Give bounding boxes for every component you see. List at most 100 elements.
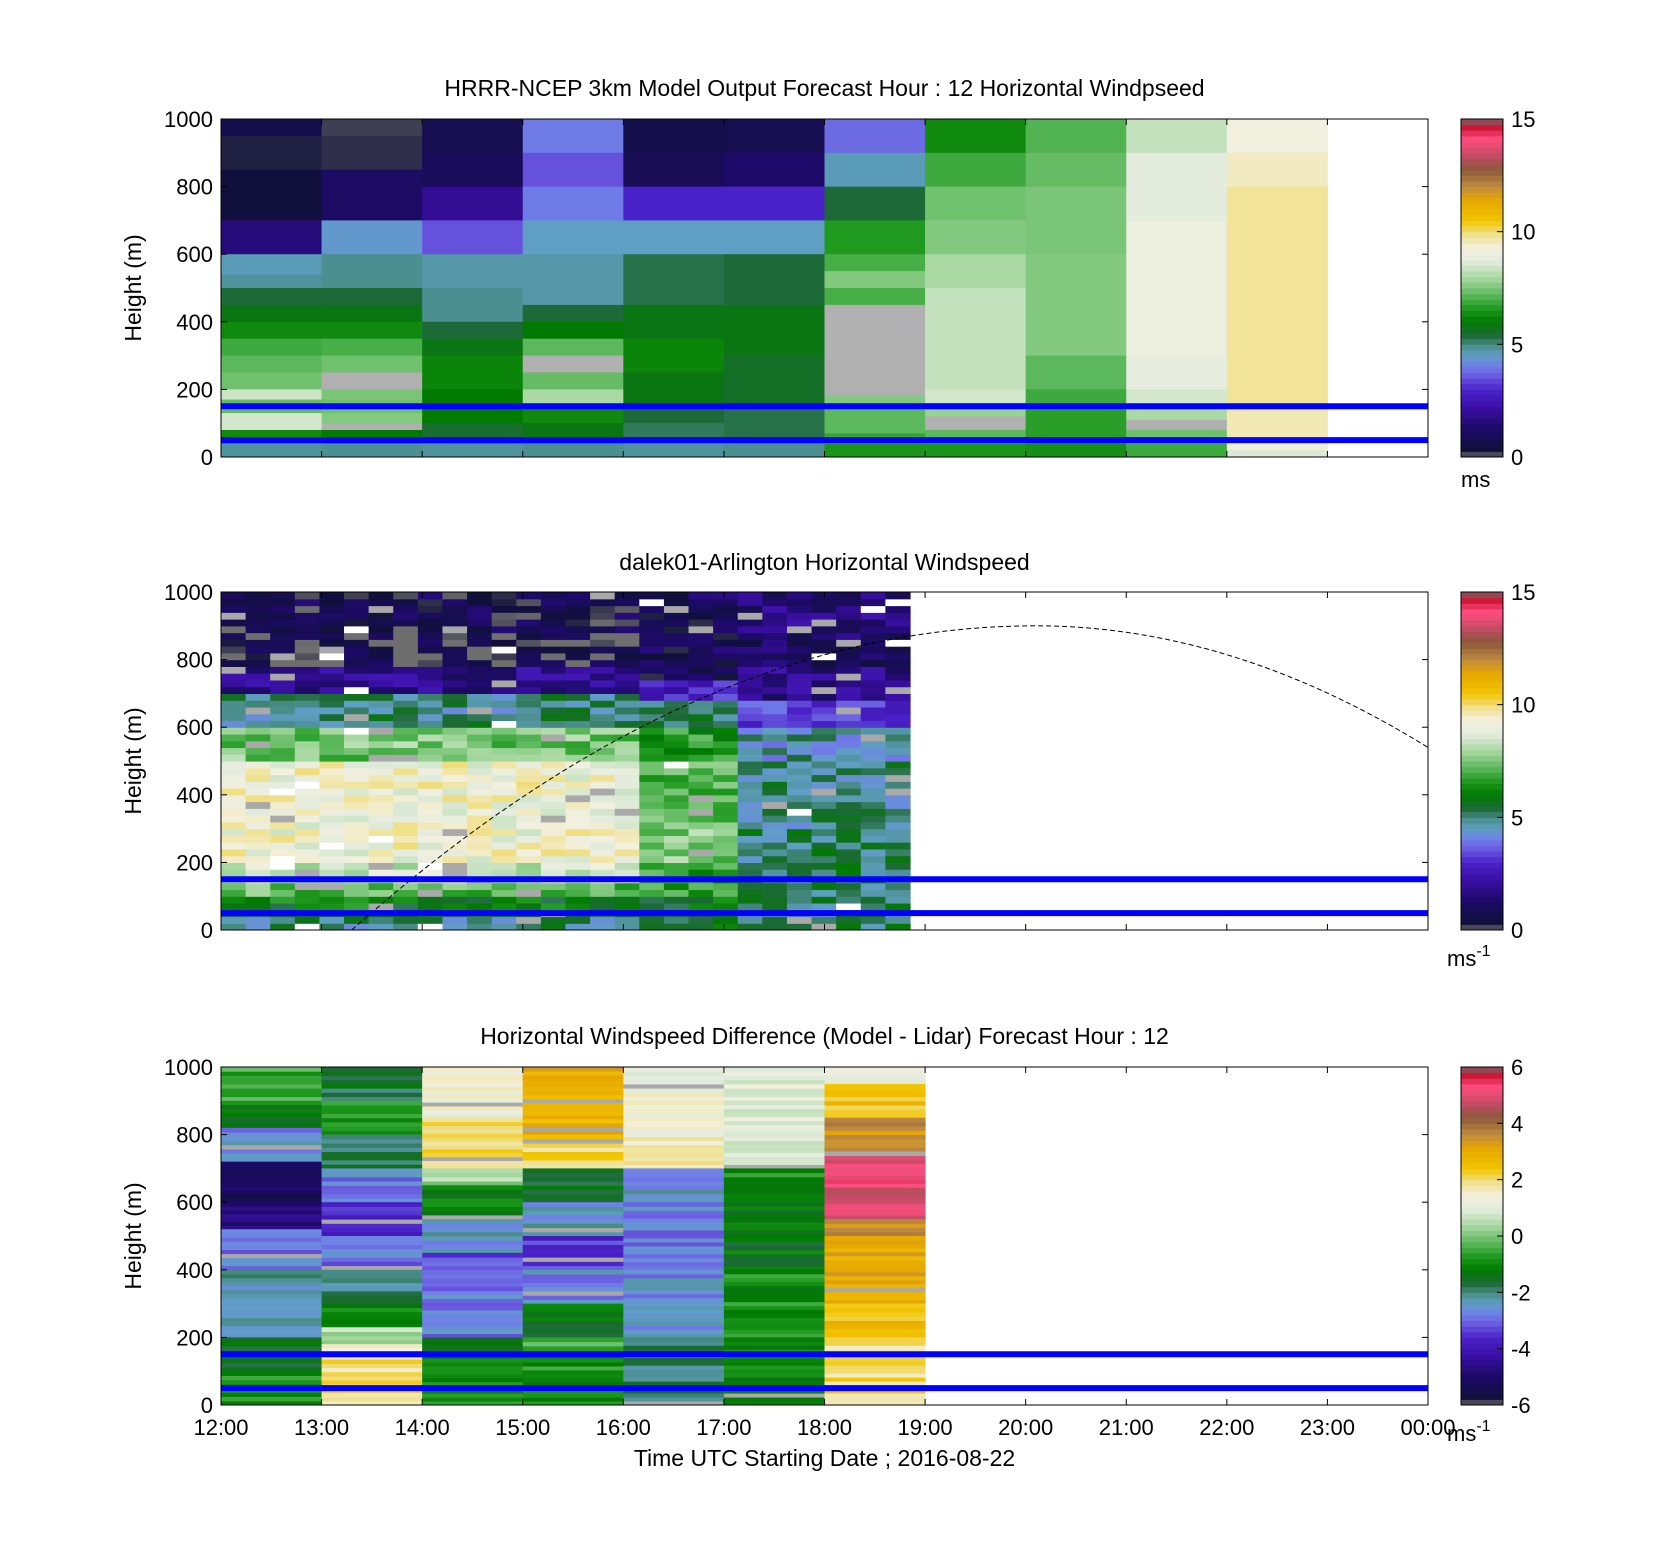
heatmap-cell xyxy=(393,848,419,857)
heatmap-cell xyxy=(623,1193,725,1199)
heatmap-cell xyxy=(836,842,862,850)
heatmap-cell xyxy=(565,646,591,654)
colorbar-segment xyxy=(1461,395,1503,402)
heatmap-cell xyxy=(860,808,886,816)
colorbar-segment xyxy=(1461,1213,1503,1220)
heatmap-cell xyxy=(1025,119,1127,154)
heatmap-cell xyxy=(623,1079,725,1085)
heatmap-cell xyxy=(737,821,763,830)
heatmap-cell xyxy=(368,815,394,823)
heatmap-cell xyxy=(614,767,640,776)
heatmap-cell xyxy=(540,754,567,762)
heatmap-cell xyxy=(824,1303,926,1309)
heatmap-cell xyxy=(614,619,640,627)
colorbar-segment xyxy=(1461,1078,1503,1085)
heatmap-cell xyxy=(623,1214,725,1219)
heatmap-cell xyxy=(522,1176,624,1182)
heatmap-cell xyxy=(270,632,296,640)
heatmap-cell xyxy=(522,186,624,221)
heatmap-cell xyxy=(422,1067,524,1072)
heatmap-cell xyxy=(522,1122,624,1128)
heatmap-cell xyxy=(522,1362,624,1367)
colorbar-segment xyxy=(1461,783,1503,790)
colorbar-segment xyxy=(1461,333,1503,340)
colorbar-segment xyxy=(1461,423,1503,430)
heatmap-cell xyxy=(321,1344,423,1349)
colorbar-segment xyxy=(1461,873,1503,880)
heatmap-cell xyxy=(639,666,665,674)
heatmap-cell xyxy=(713,632,739,640)
heatmap-cell xyxy=(417,896,444,904)
heatmap-cell xyxy=(319,598,345,607)
heatmap-cell xyxy=(723,1305,825,1311)
heatmap-cell xyxy=(811,801,837,809)
colorbar-segment xyxy=(1461,603,1503,610)
heatmap-cell xyxy=(221,1249,323,1255)
heatmap-cell xyxy=(737,713,763,722)
colorbar-segment xyxy=(1461,676,1503,683)
colorbar-tick-label: 0 xyxy=(1511,918,1523,943)
heatmap-cell xyxy=(422,1125,524,1130)
heatmap-cell xyxy=(623,1116,725,1122)
heatmap-cell xyxy=(393,733,419,742)
heatmap-cell xyxy=(522,1299,624,1305)
heatmap-cell xyxy=(811,896,837,904)
heatmap-cell xyxy=(590,592,616,600)
heatmap-cell xyxy=(824,1243,926,1249)
heatmap-cell xyxy=(417,842,444,850)
heatmap-cell xyxy=(824,1247,926,1253)
heatmap-cell xyxy=(688,781,714,789)
heatmap-cell xyxy=(663,639,690,647)
heatmap-cell xyxy=(522,1070,624,1076)
heatmap-cell xyxy=(221,321,323,340)
heatmap-cell xyxy=(824,1203,926,1208)
heatmap-cell xyxy=(762,754,788,762)
heatmap-cell xyxy=(723,1108,825,1114)
heatmap-cell xyxy=(270,902,296,911)
heatmap-cell xyxy=(623,1341,725,1346)
heatmap-cell xyxy=(623,1333,725,1338)
heatmap-cell xyxy=(393,740,419,749)
heatmap-cell xyxy=(319,754,345,762)
heatmap-cell xyxy=(221,443,323,457)
heatmap-cell xyxy=(368,855,394,863)
heatmap-cell xyxy=(614,713,640,722)
heatmap-cell xyxy=(737,619,763,627)
heatmap-cell xyxy=(344,747,370,755)
heatmap-cell xyxy=(639,659,665,667)
heatmap-cell xyxy=(688,842,714,850)
heatmap-cell xyxy=(723,1333,825,1338)
colorbar-segment xyxy=(1461,777,1503,785)
colorbar-tick-label: 5 xyxy=(1511,332,1523,357)
colorbar-segment xyxy=(1461,130,1503,137)
heatmap-cell xyxy=(639,733,665,742)
colorbar-segment xyxy=(1461,321,1503,328)
heatmap-area xyxy=(221,1067,926,1405)
heatmap-cell xyxy=(824,1219,926,1224)
heatmap-cell xyxy=(422,1278,524,1283)
y-tick-label: 1000 xyxy=(164,580,213,605)
heatmap-cell xyxy=(723,304,825,357)
heatmap-cell xyxy=(824,1287,926,1293)
colorbar-segment xyxy=(1461,400,1503,407)
heatmap-cell xyxy=(623,1241,725,1247)
heatmap-cell xyxy=(422,288,524,323)
heatmap-cell xyxy=(522,1257,624,1262)
heatmap-cell xyxy=(294,619,321,627)
heatmap-cell xyxy=(294,666,321,674)
heatmap-cell xyxy=(442,612,468,620)
heatmap-cell xyxy=(688,733,714,742)
heatmap-cell xyxy=(663,754,690,762)
heatmap-cell xyxy=(245,619,271,627)
heatmap-cell xyxy=(885,862,911,870)
heatmap-cell xyxy=(319,889,345,897)
heatmap-cell xyxy=(368,693,394,701)
heatmap-cell xyxy=(786,761,813,769)
heatmap-cell xyxy=(639,767,665,776)
heatmap-cell xyxy=(565,869,591,877)
y-tick-label: 400 xyxy=(176,1258,213,1283)
heatmap-cell xyxy=(623,1373,725,1378)
heatmap-cell xyxy=(565,808,591,816)
colorbar-segment xyxy=(1461,428,1503,435)
heatmap-cell xyxy=(522,1303,624,1309)
